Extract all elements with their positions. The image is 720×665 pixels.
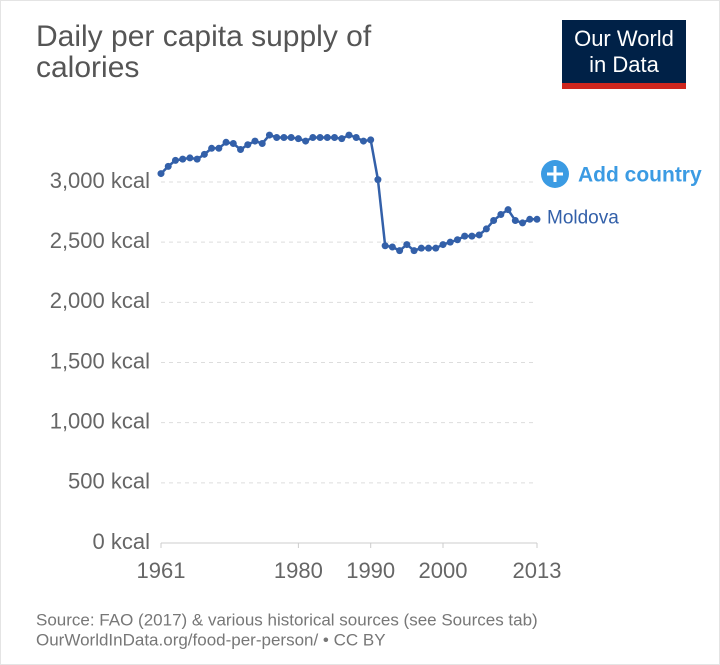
data-point bbox=[280, 133, 288, 141]
data-point bbox=[446, 238, 454, 246]
y-tick-label: 0 kcal bbox=[93, 529, 150, 554]
data-point bbox=[519, 219, 527, 227]
data-point bbox=[403, 241, 411, 249]
y-tick-label: 2,000 kcal bbox=[50, 288, 150, 313]
source-note: Source: FAO (2017) & various historical … bbox=[36, 610, 538, 629]
data-point bbox=[374, 176, 382, 184]
data-point bbox=[244, 141, 252, 149]
logo-bar bbox=[562, 83, 686, 89]
data-point bbox=[208, 144, 216, 152]
add-country-label[interactable]: Add country bbox=[578, 164, 702, 187]
y-tick-label: 2,500 kcal bbox=[50, 228, 150, 253]
y-tick-label: 1,000 kcal bbox=[50, 408, 150, 433]
data-point bbox=[157, 170, 165, 178]
title-line: Daily per capita supply of bbox=[36, 20, 372, 53]
data-point bbox=[475, 231, 483, 239]
data-point bbox=[179, 155, 187, 163]
data-point bbox=[468, 232, 476, 240]
series-label: Moldova bbox=[547, 207, 619, 228]
data-point bbox=[215, 144, 223, 152]
data-point bbox=[453, 236, 461, 244]
data-point bbox=[265, 131, 273, 139]
url-note: OurWorldInData.org/food-per-person/ • CC… bbox=[36, 630, 386, 649]
data-point bbox=[338, 135, 346, 143]
data-point bbox=[164, 162, 172, 170]
data-point bbox=[287, 133, 295, 141]
data-point bbox=[367, 136, 375, 144]
data-point bbox=[490, 217, 498, 225]
data-point bbox=[497, 210, 505, 218]
data-point bbox=[200, 150, 208, 158]
data-point bbox=[439, 241, 447, 249]
data-point bbox=[533, 215, 541, 223]
data-point bbox=[482, 225, 490, 233]
data-point bbox=[222, 138, 230, 146]
title-line: calories bbox=[36, 51, 139, 84]
data-point bbox=[526, 215, 534, 223]
data-point bbox=[381, 242, 389, 250]
logo-text: in Data bbox=[589, 52, 659, 77]
data-point bbox=[323, 133, 331, 141]
x-tick-label: 2000 bbox=[419, 558, 468, 583]
data-point bbox=[359, 137, 367, 145]
y-tick-label: 500 kcal bbox=[68, 469, 150, 494]
data-point bbox=[331, 133, 339, 141]
data-point bbox=[237, 146, 245, 154]
y-tick-label: 3,000 kcal bbox=[50, 168, 150, 193]
data-point bbox=[511, 217, 519, 225]
data-point bbox=[316, 133, 324, 141]
data-point bbox=[410, 247, 418, 255]
data-point bbox=[432, 244, 440, 252]
data-point bbox=[352, 133, 360, 141]
add-country-button[interactable]: Add country bbox=[541, 160, 702, 188]
data-point bbox=[461, 232, 469, 240]
data-point bbox=[251, 137, 259, 145]
data-point bbox=[417, 244, 425, 252]
x-tick-label: 2013 bbox=[513, 558, 562, 583]
data-point bbox=[294, 135, 302, 143]
data-point bbox=[388, 243, 396, 251]
data-point bbox=[258, 139, 266, 147]
x-tick-label: 1990 bbox=[346, 558, 395, 583]
x-tick-label: 1961 bbox=[137, 558, 186, 583]
data-point bbox=[171, 156, 179, 164]
data-point bbox=[273, 133, 281, 141]
add-icon-plus[interactable] bbox=[547, 166, 563, 182]
data-point bbox=[229, 139, 237, 147]
y-tick-label: 1,500 kcal bbox=[50, 348, 150, 373]
data-point bbox=[345, 131, 353, 139]
data-point bbox=[302, 137, 310, 145]
data-point bbox=[309, 133, 317, 141]
data-point bbox=[193, 155, 201, 163]
logo-text: Our World bbox=[574, 26, 674, 51]
logo-box bbox=[562, 20, 686, 86]
data-point bbox=[504, 206, 512, 214]
data-point bbox=[396, 247, 404, 255]
data-point bbox=[186, 154, 194, 162]
x-tick-label: 1980 bbox=[274, 558, 323, 583]
chart-title: Daily per capita supply of calories bbox=[36, 20, 372, 84]
data-point bbox=[425, 244, 433, 252]
